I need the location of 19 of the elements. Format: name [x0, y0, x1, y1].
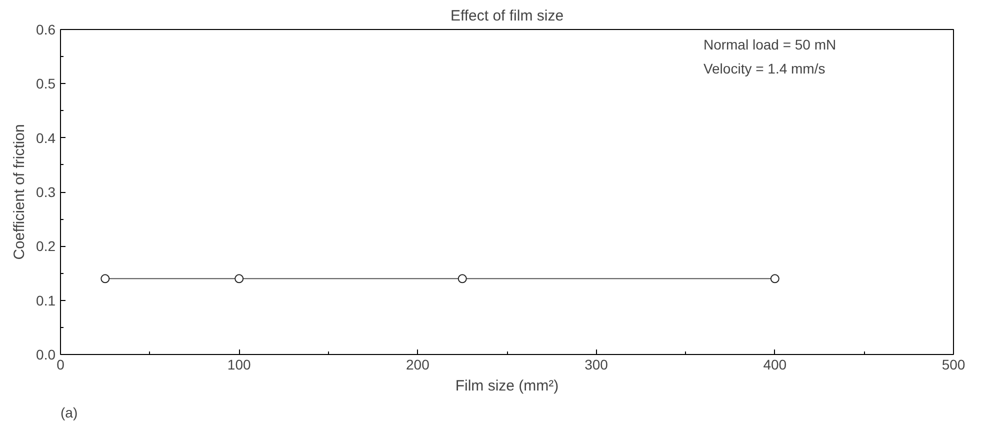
x-tick-label: 300 [584, 356, 608, 372]
x-tick-label: 100 [227, 356, 251, 372]
x-tick-label: 500 [942, 356, 966, 372]
y-tick-label: 0.5 [36, 76, 56, 92]
y-axis-title: Coefficient of friction [11, 124, 28, 260]
y-tick-label: 0.1 [36, 292, 56, 308]
x-tick-label: 200 [406, 356, 430, 372]
y-tick-label: 0.3 [36, 184, 56, 200]
y-tick-label: 0.4 [36, 130, 56, 146]
annotation: Normal load = 50 mN [703, 36, 836, 52]
annotation: Velocity = 1.4 mm/s [703, 60, 826, 77]
y-tick-label: 0.6 [36, 22, 56, 38]
x-tick-label: 400 [763, 356, 787, 372]
chart-title: Effect of film size [450, 8, 564, 24]
x-tick-label: 0 [56, 356, 65, 372]
y-tick-label: 0.0 [36, 346, 56, 362]
text: (a) [60, 404, 78, 420]
y-tick-label: 0.2 [36, 238, 56, 254]
x-axis-title: Film size (mm²) [455, 378, 559, 394]
